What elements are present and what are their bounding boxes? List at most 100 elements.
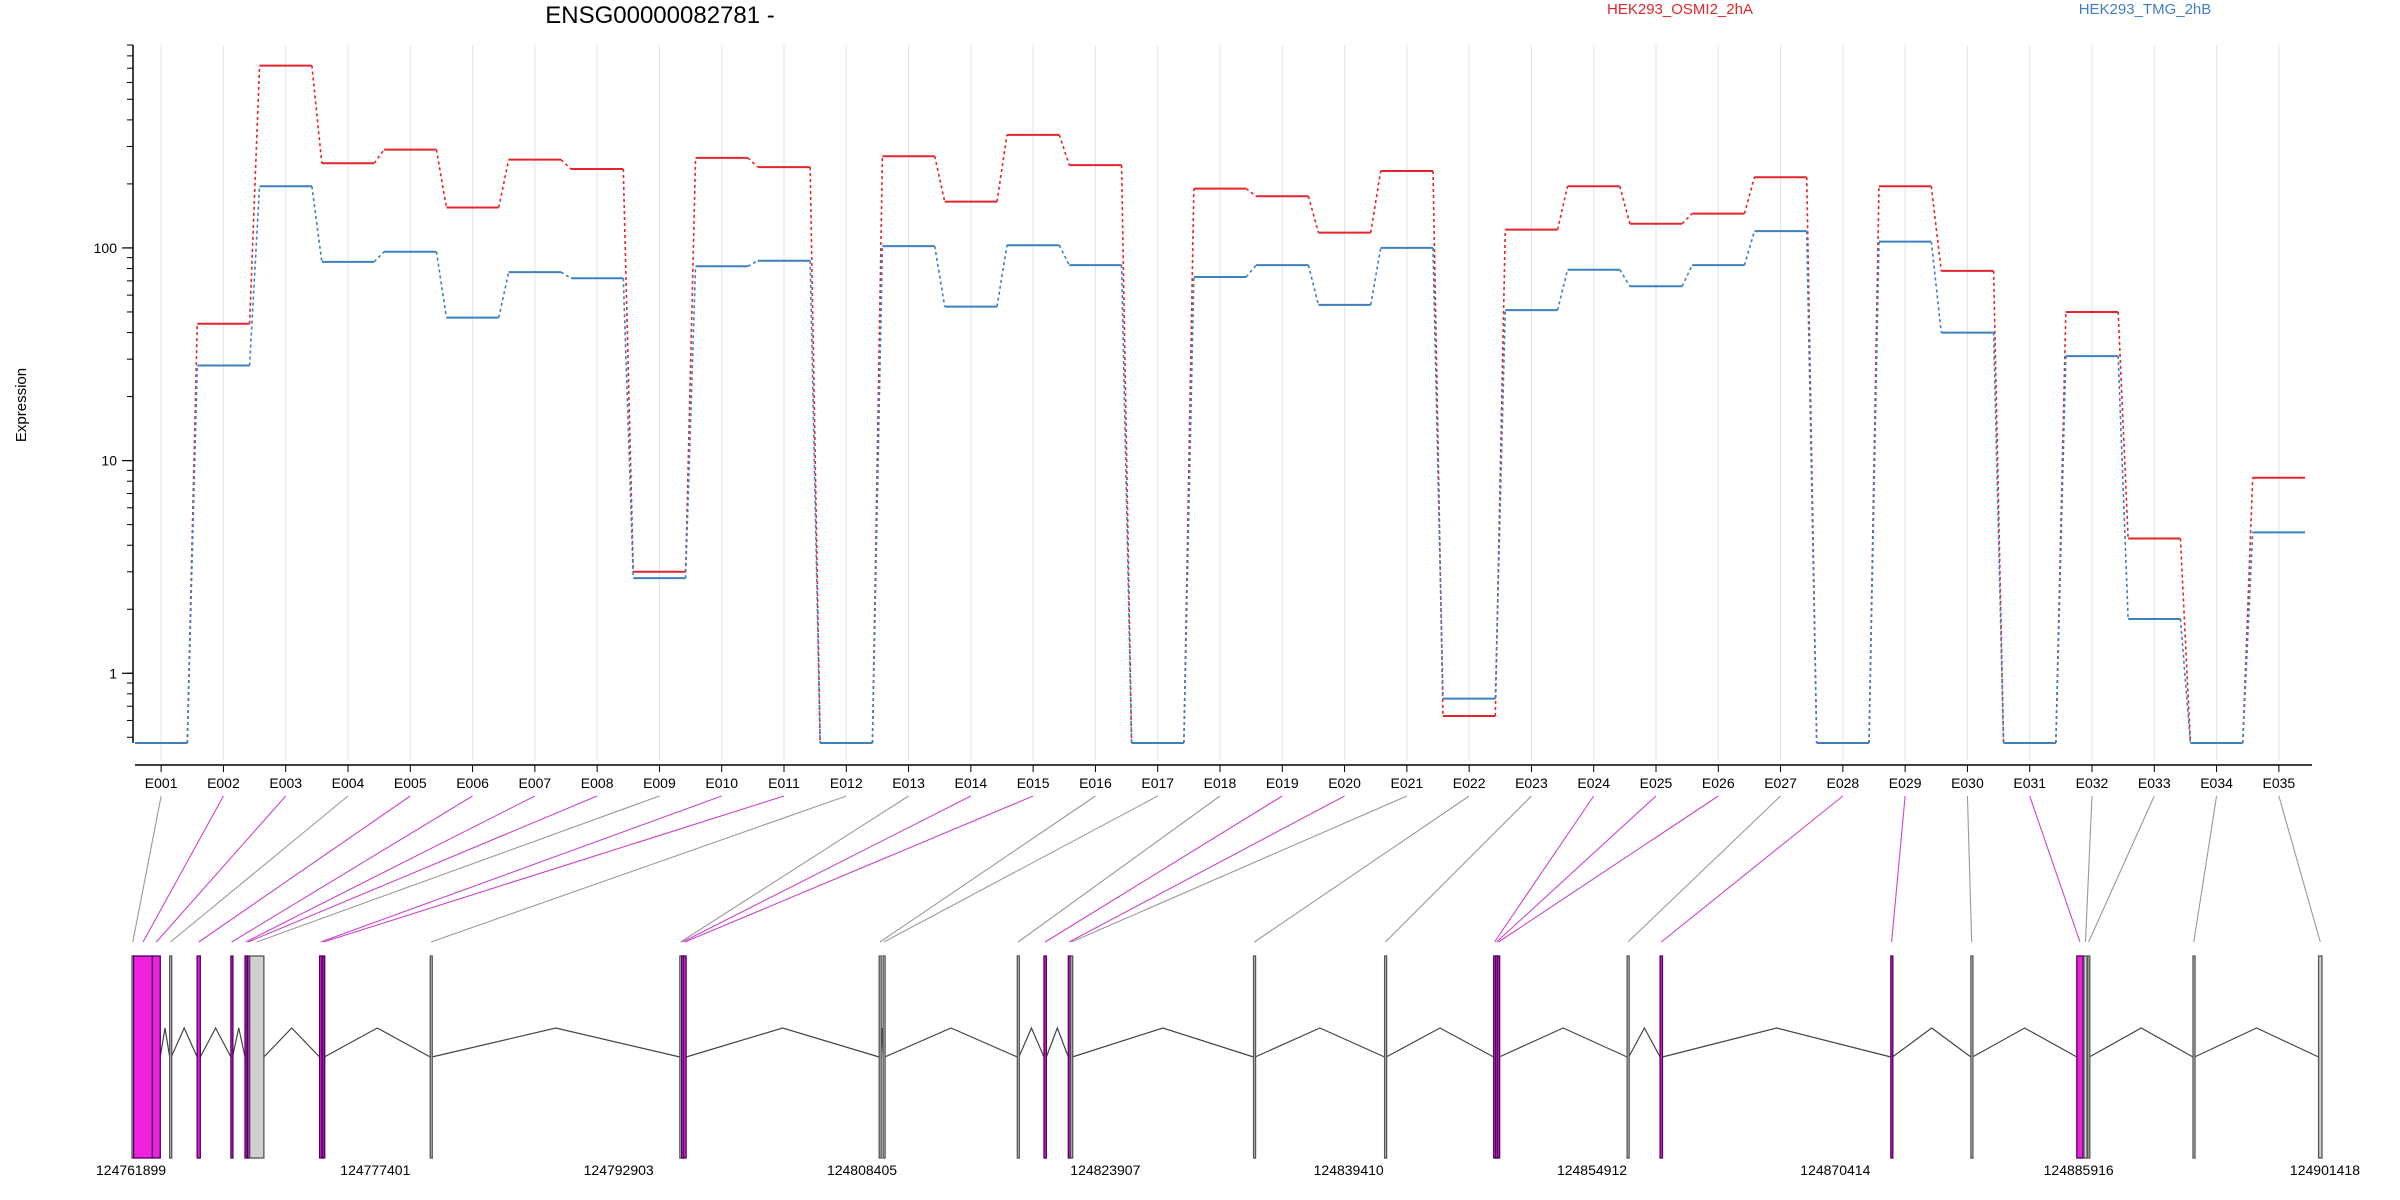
- intron-line: [170, 1026, 198, 1058]
- series-transition: [684, 157, 697, 572]
- coordinate-label: 124777401: [340, 1162, 410, 1178]
- series-transition: [1992, 332, 2005, 744]
- exon-box-E027: [1626, 955, 1630, 1159]
- connector-E026: [1498, 795, 1719, 943]
- series-transition: [435, 149, 448, 208]
- intron-line: [884, 1027, 1018, 1058]
- exon-box-E020: [1067, 955, 1071, 1159]
- intron-line: [263, 1027, 321, 1058]
- series-transition: [1556, 186, 1569, 230]
- exon-box-E005: [196, 955, 201, 1159]
- series-transition: [1058, 134, 1071, 166]
- series-transition: [1120, 265, 1133, 744]
- exon-box-E009: [249, 955, 265, 1159]
- intron-line: [1628, 1026, 1661, 1058]
- series-transition: [497, 159, 510, 208]
- gene-model-track: [131, 955, 2323, 1159]
- connector-E007: [245, 795, 536, 943]
- series-transition: [2179, 538, 2192, 744]
- connector-E014: [682, 795, 972, 943]
- chart-title: ENSG00000082781 -: [545, 2, 775, 29]
- coordinate-label: 124854912: [1557, 1162, 1627, 1178]
- series-transition: [248, 65, 261, 324]
- intron-line: [1498, 1027, 1628, 1058]
- intron-line: [1254, 1027, 1385, 1058]
- series-transition: [1743, 177, 1756, 214]
- connector-E023: [1385, 795, 1532, 943]
- coordinate-label: 124885916: [2044, 1162, 2114, 1178]
- exon-box-E030: [1970, 955, 1974, 1159]
- connector-E016: [879, 795, 1096, 943]
- connector-E010: [320, 795, 722, 943]
- x-tick-label-E002: E002: [207, 775, 240, 791]
- x-tick-label-E004: E004: [332, 775, 365, 791]
- x-tick-label-E014: E014: [955, 775, 988, 791]
- legend-label-series-b: HEK293_TMG_2hB: [2079, 1, 2212, 18]
- x-tick-label-E033: E033: [2138, 775, 2171, 791]
- exon-box-E031: [2076, 955, 2084, 1159]
- connector-E019: [1044, 795, 1283, 943]
- connector-E029: [1891, 795, 1906, 943]
- intron-line: [2194, 1027, 2319, 1058]
- connector-E021: [1071, 795, 1408, 943]
- intron-line: [1662, 1027, 1891, 1058]
- series-transition: [186, 365, 199, 744]
- exon-box-E019: [1043, 955, 1048, 1159]
- exon-box-E023: [1383, 955, 1388, 1159]
- series-transition: [1058, 244, 1070, 266]
- intron-line: [1045, 1026, 1069, 1058]
- series-transition: [186, 323, 199, 744]
- coordinate-label: 124761899: [96, 1162, 166, 1178]
- intron-line: [1018, 1026, 1045, 1058]
- series-transition: [1432, 170, 1444, 716]
- exon-connectors: [132, 795, 2321, 943]
- intron-line: [431, 1027, 680, 1058]
- exon-box-E029: [1890, 955, 1894, 1159]
- series-transition: [622, 278, 635, 579]
- intron-line: [2089, 1027, 2194, 1058]
- x-tick-label-E001: E001: [145, 775, 178, 791]
- intron-line: [324, 1027, 431, 1058]
- series-transition: [622, 169, 635, 572]
- x-tick-label-E019: E019: [1266, 775, 1299, 791]
- x-tick-label-E012: E012: [830, 775, 863, 791]
- x-tick-label-E015: E015: [1017, 775, 1050, 791]
- connector-E005: [198, 795, 411, 943]
- x-tick-label-E010: E010: [705, 775, 738, 791]
- x-tick-label-E021: E021: [1391, 775, 1424, 791]
- connector-E018: [1017, 795, 1221, 943]
- connector-E013: [680, 795, 909, 943]
- exon-box-E026: [1496, 955, 1501, 1159]
- y-tick-label: 1: [109, 665, 117, 681]
- series-transition: [1556, 269, 1569, 311]
- x-tick-label-E024: E024: [1577, 775, 1610, 791]
- connector-E032: [2084, 795, 2093, 943]
- exon-box-E034: [2192, 955, 2196, 1159]
- intron-line: [159, 1027, 171, 1058]
- x-tick-label-E029: E029: [1889, 775, 1922, 791]
- series-transition: [1245, 188, 1257, 197]
- connector-E020: [1068, 795, 1345, 943]
- series-transition: [1494, 310, 1507, 699]
- series-transition: [373, 149, 385, 164]
- coordinate-label: 124792903: [584, 1162, 654, 1178]
- x-tick-label-E025: E025: [1640, 775, 1673, 791]
- x-tick-label-E011: E011: [768, 775, 800, 791]
- connector-E022: [1254, 795, 1470, 943]
- series-transition: [684, 266, 697, 579]
- exon-box-E010: [318, 955, 323, 1159]
- series-transition: [560, 271, 572, 279]
- series-transition: [996, 134, 1008, 202]
- x-tick-label-E027: E027: [1764, 775, 1797, 791]
- exon-box-E008: [246, 955, 251, 1159]
- connector-E015: [684, 795, 1034, 943]
- plot-axes: 1 10 100: [94, 44, 2312, 766]
- connector-E008: [247, 795, 598, 943]
- x-tick-label-E035: E035: [2263, 775, 2296, 791]
- connector-E017: [883, 795, 1158, 943]
- y-axis-label: Expression: [13, 368, 30, 442]
- intron-line: [1972, 1027, 2078, 1058]
- connector-E011: [323, 795, 785, 943]
- exon-box-E035: [2317, 955, 2323, 1159]
